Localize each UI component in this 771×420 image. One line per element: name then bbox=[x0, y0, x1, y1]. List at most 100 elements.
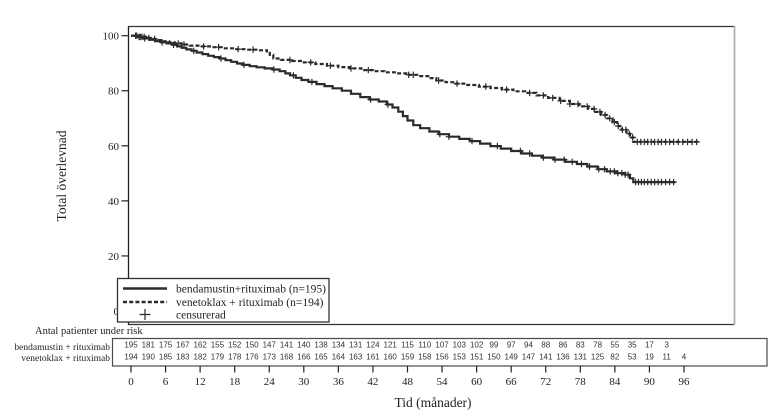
x-tick-label: 66 bbox=[506, 376, 518, 388]
legend-label-bendamustin: bendamustin+rituximab (n=195) bbox=[176, 284, 326, 296]
risk-count-row1: 86 bbox=[559, 341, 568, 350]
risk-count-row1: 107 bbox=[435, 341, 449, 350]
y-tick-label: 0 bbox=[114, 306, 120, 318]
plot-frame bbox=[111, 25, 768, 367]
risk-table-box bbox=[111, 337, 768, 367]
risk-count-row2: 185 bbox=[159, 353, 173, 362]
x-tick-label: 90 bbox=[644, 376, 656, 388]
x-tick-label: 54 bbox=[437, 376, 449, 388]
risk-count-row2: 161 bbox=[366, 353, 380, 362]
legend-label-censored: censurerad bbox=[176, 310, 226, 322]
risk-count-row2: 176 bbox=[245, 353, 259, 362]
risk-count-row2: 147 bbox=[522, 353, 536, 362]
risk-count-row2: 160 bbox=[384, 353, 398, 362]
x-tick-label: 6 bbox=[163, 376, 169, 388]
risk-count-row2: 125 bbox=[591, 353, 605, 362]
risk-count-row1: 150 bbox=[245, 341, 259, 350]
risk-count-row1: 17 bbox=[645, 341, 654, 350]
x-tick-label: 42 bbox=[367, 376, 378, 388]
x-tick-label: 48 bbox=[402, 376, 414, 388]
risk-count-row2: 179 bbox=[211, 353, 225, 362]
x-tick-label: 24 bbox=[264, 376, 276, 388]
x-tick-label: 0 bbox=[128, 376, 134, 388]
risk-count-row1: 181 bbox=[142, 341, 156, 350]
risk-count-row1: 121 bbox=[384, 341, 398, 350]
risk-count-row1: 102 bbox=[470, 341, 484, 350]
survival-curve-dashed bbox=[131, 34, 698, 143]
risk-count-row2: 4 bbox=[682, 353, 687, 362]
risk-count-row2: 190 bbox=[142, 353, 156, 362]
y-tick-label: 40 bbox=[108, 196, 120, 208]
x-tick-label: 84 bbox=[609, 376, 621, 388]
risk-count-row1: 141 bbox=[280, 341, 294, 350]
legend: bendamustin+rituximab (n=195) venetoklax… bbox=[116, 277, 330, 323]
risk-count-row1: 103 bbox=[453, 341, 467, 350]
y-tick-label: 100 bbox=[103, 31, 120, 43]
risk-count-row2: 11 bbox=[663, 353, 672, 362]
risk-count-row2: 82 bbox=[610, 353, 619, 362]
risk-count-row1: 55 bbox=[610, 341, 619, 350]
risk-count-row1: 124 bbox=[366, 341, 380, 350]
risk-count-row2: 19 bbox=[645, 353, 654, 362]
risk-count-row2: 131 bbox=[574, 353, 588, 362]
risk-row-label-bendamustin: bendamustin + rituximab bbox=[14, 343, 110, 353]
legend-plus-icon bbox=[139, 309, 151, 320]
risk-count-row2: 149 bbox=[505, 353, 519, 362]
x-tick-label: 12 bbox=[195, 376, 206, 388]
risk-count-row2: 168 bbox=[280, 353, 294, 362]
x-tick-label: 36 bbox=[333, 376, 345, 388]
x-tick-label: 96 bbox=[678, 376, 690, 388]
risk-count-row1: 138 bbox=[314, 341, 328, 350]
x-tick-label: 78 bbox=[575, 376, 587, 388]
risk-count-row1: 167 bbox=[176, 341, 190, 350]
risk-count-row2: 183 bbox=[176, 353, 190, 362]
risk-count-row1: 97 bbox=[507, 341, 516, 350]
risk-count-row2: 153 bbox=[453, 353, 467, 362]
risk-count-row1: 88 bbox=[541, 341, 550, 350]
risk-count-row2: 173 bbox=[263, 353, 277, 362]
x-tick-label: 18 bbox=[229, 376, 241, 388]
curves-layer bbox=[131, 32, 700, 186]
risk-count-row2: 166 bbox=[297, 353, 311, 362]
risk-count-row2: 182 bbox=[193, 353, 207, 362]
x-tick-label: 60 bbox=[471, 376, 483, 388]
risk-count-row1: 155 bbox=[211, 341, 225, 350]
risk-count-row2: 141 bbox=[539, 353, 553, 362]
y-tick-label: 80 bbox=[108, 86, 120, 98]
risk-count-row2: 164 bbox=[332, 353, 346, 362]
risk-count-row1: 99 bbox=[489, 341, 498, 350]
risk-count-row2: 53 bbox=[628, 353, 637, 362]
risk-count-row2: 150 bbox=[487, 353, 501, 362]
y-tick-label: 60 bbox=[108, 141, 120, 153]
risk-count-row2: 165 bbox=[314, 353, 328, 362]
risk-count-row2: 178 bbox=[228, 353, 242, 362]
risk-count-row1: 195 bbox=[124, 341, 138, 350]
x-tick-label: 72 bbox=[540, 376, 551, 388]
risk-count-row2: 136 bbox=[556, 353, 570, 362]
risk-table-title: Antal patienter under risk bbox=[35, 326, 143, 337]
risk-count-row1: 175 bbox=[159, 341, 173, 350]
risk-count-row1: 94 bbox=[524, 341, 533, 350]
risk-count-row1: 35 bbox=[628, 341, 637, 350]
risk-count-row1: 110 bbox=[418, 341, 431, 350]
risk-count-row1: 83 bbox=[576, 341, 585, 350]
risk-count-row2: 159 bbox=[401, 353, 415, 362]
risk-count-row1: 134 bbox=[332, 341, 346, 350]
risk-count-row2: 156 bbox=[435, 353, 449, 362]
y-tick-label: 20 bbox=[108, 251, 120, 263]
risk-count-row1: 152 bbox=[228, 341, 242, 350]
x-tick-label: 30 bbox=[298, 376, 310, 388]
risk-count-row2: 163 bbox=[349, 353, 363, 362]
risk-count-row2: 194 bbox=[124, 353, 138, 362]
risk-count-row2: 151 bbox=[470, 353, 484, 362]
risk-count-row1: 147 bbox=[263, 341, 277, 350]
risk-count-row1: 78 bbox=[593, 341, 602, 350]
risk-count-row1: 115 bbox=[401, 341, 414, 350]
censor-marks-dashed bbox=[133, 32, 700, 146]
risk-count-row1: 162 bbox=[193, 341, 207, 350]
legend-label-venetoklax: venetoklax + rituximab (n=194) bbox=[176, 297, 324, 309]
risk-count-row1: 3 bbox=[664, 341, 669, 350]
risk-count-row1: 140 bbox=[297, 341, 311, 350]
